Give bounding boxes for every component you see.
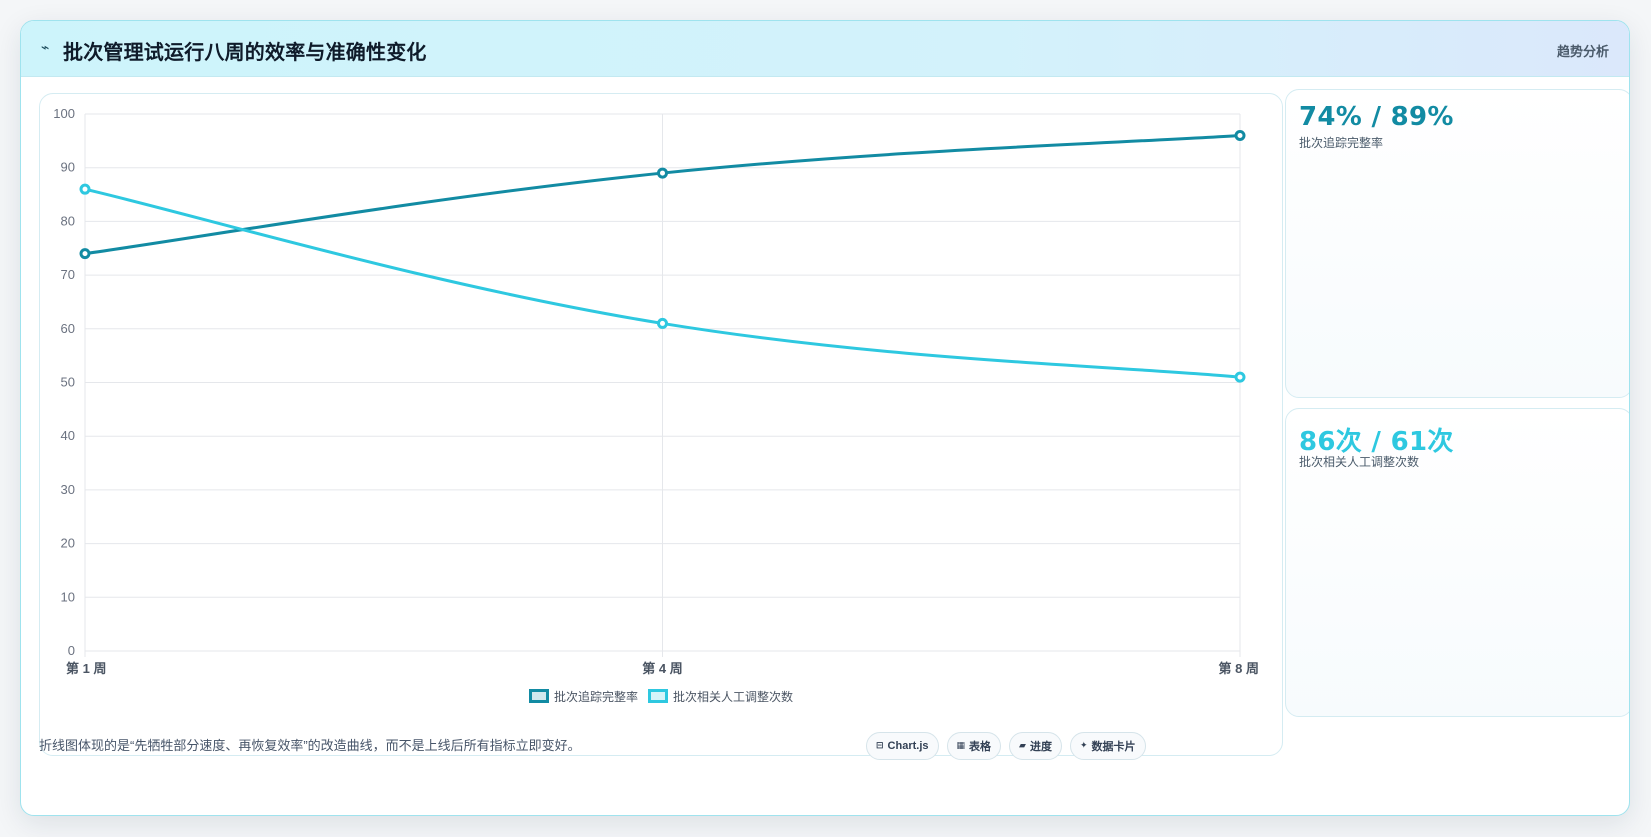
y-tick-label: 60 [61,321,75,336]
chip-table[interactable]: ▦ 表格 [946,732,1002,760]
data-point [79,248,91,260]
stat-value: 74% / 89% [1299,102,1454,132]
chip-label: 进度 [1029,741,1052,753]
chart-legend: 批次追踪完整率 批次相关人工调整次数 [40,687,1282,705]
y-tick-label: 0 [68,643,75,658]
chip-label: Chart.js [887,740,929,752]
chart-panel: 0 10 20 30 40 50 60 70 80 90 100 第 1 周 第 4 周 第 8 周 批次… [39,93,1283,756]
x-tick-label: 第 4 周 [642,661,682,676]
chip-data-card[interactable]: ✦ 数据卡片 [1069,732,1146,760]
data-point [657,317,668,329]
card-header: ⌁ 批次管理试运行八周的效率与准确性变化 趋势分析 [21,21,1629,77]
chip-progress[interactable]: ▰ 进度 [1009,732,1062,760]
x-tick-label: 第 1 周 [66,661,106,676]
legend-item-series-2[interactable]: 批次相关人工调整次数 [648,687,793,705]
line-chart: 0 10 20 30 40 50 60 70 80 90 100 第 1 周 第 4 周 第 8 周 [53,106,1259,676]
y-tick-label: 80 [61,213,75,228]
y-tick-label: 70 [61,267,75,282]
chip-label: 数据卡片 [1091,741,1136,753]
stat-label: 批次追踪完整率 [1299,136,1384,150]
data-point [1234,371,1246,383]
legend-swatch-1 [528,689,549,703]
footer-note: 折线图体现的是“先牺牲部分速度、再恢复效率”的改造曲线，而不是上线后所有指标立即… [39,738,581,753]
stat-value: 86次 / 61次 [1299,427,1454,457]
stat-label: 批次相关人工调整次数 [1299,455,1420,469]
y-tick-label: 20 [61,536,75,551]
y-tick-label: 10 [61,589,75,604]
trend-analysis-tag: 趋势分析 [1556,44,1609,59]
data-point [1234,129,1246,141]
legend-swatch-2 [648,689,668,703]
legend-label-1: 批次追踪完整率 [553,689,638,704]
y-tick-label: 50 [61,375,75,390]
chart-icon: ⊟ [876,741,884,751]
stat-card-adjustments: 86次 / 61次 批次相关人工调整次数 [1285,408,1629,717]
progress-icon: ▰ [1019,741,1026,751]
sparkle-icon: ✦ [1079,741,1088,751]
chart-card: ⌁ 批次管理试运行八周的效率与准确性变化 趋势分析 0 10 20 30 40 50 60 7… [20,20,1630,816]
legend-label-2: 批次相关人工调整次数 [673,689,794,704]
y-tick-label: 30 [61,482,75,497]
y-tick-label: 90 [61,160,75,175]
tech-chips: ⊟ Chart.js ▦ 表格 ▰ 进度 ✦ 数据卡片 [866,732,1146,760]
line-chart-icon: ⌁ [41,40,50,56]
page-title: 批次管理试运行八周的效率与准确性变化 [63,42,427,64]
stat-card-tracking: 74% / 89% 批次追踪完整率 [1285,89,1629,398]
x-tick-label: 第 8 周 [1219,661,1259,676]
table-icon: ▦ [956,741,966,751]
y-tick-label: 100 [53,106,75,121]
chip-label: 表格 [969,741,992,753]
legend-item-series-1[interactable]: 批次追踪完整率 [528,687,638,705]
data-point [79,183,91,195]
chip-chartjs[interactable]: ⊟ Chart.js [866,732,939,760]
y-tick-label: 40 [61,428,75,443]
data-point [657,167,668,179]
